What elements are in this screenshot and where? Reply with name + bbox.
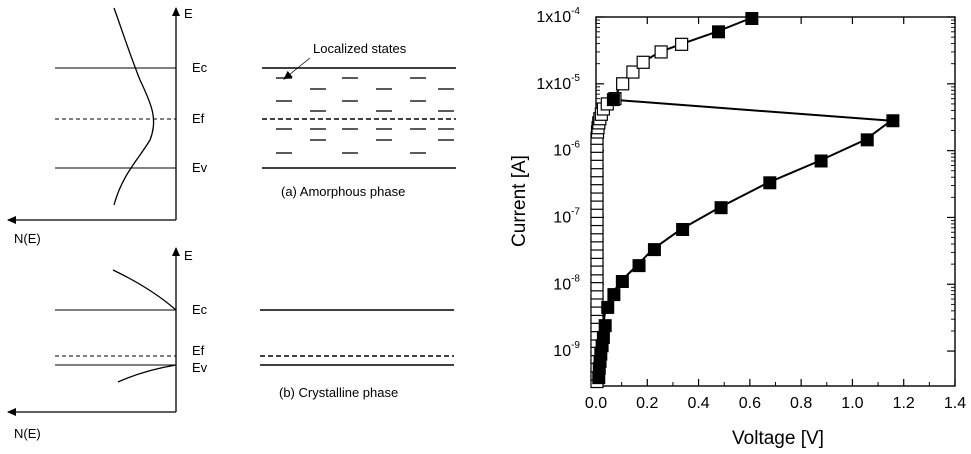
y-tick-label: 10-7 (553, 206, 580, 226)
band-diagram-crystalline: (b) Crystalline phase (260, 309, 454, 400)
open-square-point (636, 55, 650, 69)
energy-axis-label-a: E (184, 6, 193, 21)
dos-axis-label-a: N(E) (14, 231, 41, 246)
iv-chart: 0.0 0.2 0.4 0.6 0.8 1.0 1.2 1.4 10-9 10-8 10-7 10-… (509, 6, 966, 449)
filled-square-point (606, 93, 620, 107)
data-markers (590, 11, 900, 389)
y-axis-title: Current [A] (509, 155, 530, 247)
dos-curve-amorphous (113, 7, 155, 206)
dos-diagram-crystalline: E N(E) Ec Ef Ev (7, 247, 208, 441)
filled-square-point (596, 330, 610, 344)
ef-label-b: Ef (192, 343, 205, 358)
x-axis: 0.0 0.2 0.4 0.6 0.8 1.0 1.2 1.4 (585, 17, 966, 412)
ev-label-b: Ev (192, 360, 208, 375)
ev-label-a: Ev (192, 160, 208, 175)
localized-states (276, 77, 454, 154)
filled-square-point (601, 300, 615, 314)
x-tick-label: 1.0 (841, 395, 863, 412)
localized-states-label: Localized states (313, 41, 407, 56)
snapback-line (611, 98, 891, 122)
y-tick-label: 1x10-4 (536, 6, 580, 26)
ec-label-b: Ec (192, 302, 208, 317)
filled-square-point (647, 243, 661, 257)
ef-label-a: Ef (192, 111, 205, 126)
filled-square-point (676, 222, 690, 236)
dos-axis-label-b: N(E) (14, 426, 41, 441)
connector-lines (595, 17, 892, 382)
open-square-point (626, 65, 640, 79)
dos-curve-valence (117, 364, 177, 383)
x-tick-label: 1.4 (944, 395, 966, 412)
filled-series-line (595, 119, 892, 378)
filled-square-point (745, 11, 759, 25)
x-axis-title: Voltage [V] (732, 428, 824, 449)
filled-square-point (860, 133, 874, 147)
crystalline-caption: (b) Crystalline phase (279, 385, 398, 400)
filled-square-point (763, 176, 777, 190)
filled-square-point (886, 114, 900, 128)
ec-label-a: Ec (192, 60, 208, 75)
y-tick-label: 10-6 (553, 140, 580, 160)
filled-square-point (814, 154, 828, 168)
plot-frame (595, 16, 956, 387)
dos-diagram-amorphous: E N(E) Ec Ef Ev (7, 6, 208, 246)
x-tick-label: 0.8 (790, 395, 812, 412)
x-tick-label: 0.6 (739, 395, 761, 412)
open-square-point (675, 37, 689, 51)
band-diagram-amorphous: Localized states (a) Amorphous phase (262, 41, 456, 199)
energy-axis-label-b: E (184, 248, 193, 263)
amorphous-caption: (a) Amorphous phase (281, 184, 405, 199)
y-tick-label: 10-9 (553, 340, 580, 360)
localized-states-arrow (283, 57, 311, 80)
filled-square-point (712, 25, 726, 39)
y-tick-label: 10-8 (553, 273, 580, 293)
y-tick-label: 1x10-5 (536, 73, 580, 93)
x-tick-label: 1.2 (893, 395, 915, 412)
filled-square-point (714, 201, 728, 215)
x-tick-label: 0.0 (585, 395, 607, 412)
filled-square-point (615, 274, 629, 288)
open-square-point (616, 77, 630, 91)
filled-square-point (607, 288, 621, 302)
filled-square-point (598, 319, 612, 333)
dos-curve-conduction (112, 269, 177, 311)
x-tick-label: 0.4 (687, 395, 709, 412)
filled-square-point (632, 259, 646, 273)
x-tick-label: 0.2 (636, 395, 658, 412)
open-square-point (654, 45, 668, 59)
